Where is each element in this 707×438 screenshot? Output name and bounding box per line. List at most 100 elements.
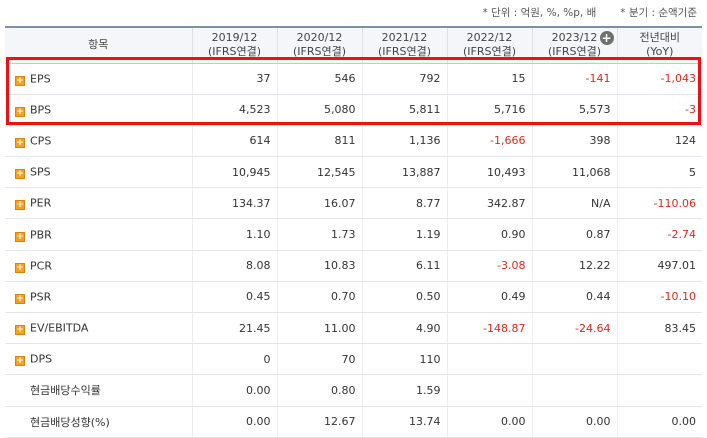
value-cell: 15: [446, 63, 532, 95]
value-cell: 342.87: [446, 187, 532, 220]
value-cell: -1,666: [446, 125, 532, 158]
value-cell: 0: [191, 343, 277, 376]
value-cell: -141: [531, 63, 617, 95]
value-cell: 1.10: [191, 218, 277, 251]
value-cell: [616, 374, 702, 407]
expand-row-icon[interactable]: +: [15, 169, 25, 180]
expand-row-icon[interactable]: +: [15, 137, 25, 148]
row-label-cell[interactable]: + CPS: [5, 125, 192, 158]
value-cell: 0.49: [446, 281, 532, 314]
header-year-2023: 2023/12 (IFRS연결) +: [531, 26, 617, 64]
value-cell: -3.08: [446, 250, 532, 282]
value-cell: 11.00: [276, 312, 362, 345]
row-label: EPS: [30, 72, 51, 86]
expand-row-icon[interactable]: +: [15, 293, 25, 304]
value-cell: 0.00: [191, 374, 277, 407]
table-row: + SPS 10,945 12,545 13,887 10,493 11,068 5: [5, 156, 702, 189]
table-row: + EPS 37 546 792 15 -141 -1,043: [5, 63, 702, 95]
value-cell: 0.80: [276, 374, 362, 407]
value-cell: 398: [531, 125, 617, 158]
value-cell: 8.77: [361, 187, 447, 220]
expand-row-icon[interactable]: +: [15, 231, 25, 242]
value-cell: 10,493: [446, 156, 532, 189]
value-cell: 497.01: [616, 250, 702, 282]
header-year-2019: 2019/12 (IFRS연결): [191, 26, 277, 64]
row-label: SPS: [30, 165, 51, 179]
value-cell: [446, 343, 532, 376]
value-cell: 6.11: [361, 250, 447, 282]
table-header-row: 항목 2019/12 (IFRS연결) 2020/12 (IFRS연결) 2021/…: [5, 26, 702, 64]
value-cell: -2.74: [616, 218, 702, 251]
table-row: + PCR 8.08 10.83 6.11 -3.08 12.22 497.01: [5, 250, 702, 282]
table-row: + BPS 4,523 5,080 5,811 5,716 5,573 -3: [5, 94, 702, 126]
table-row: + PBR 1.10 1.73 1.19 0.90 0.87 -2.74: [5, 218, 702, 251]
expand-columns-icon[interactable]: +: [599, 31, 614, 45]
value-cell: 134.37: [191, 187, 277, 220]
value-cell: 1.73: [276, 218, 362, 251]
value-cell: 13,887: [361, 156, 447, 189]
row-label: 현금배당성향(%): [30, 415, 110, 429]
value-cell: 0.00: [191, 406, 277, 438]
row-label: 현금배당수익률: [30, 384, 101, 398]
value-cell: 0.87: [531, 218, 617, 251]
value-cell: 12.22: [531, 250, 617, 282]
row-label: DPS: [30, 352, 53, 366]
value-cell: 5,811: [361, 94, 447, 126]
financial-ratio-table: 항목 2019/12 (IFRS연결) 2020/12 (IFRS연결) 2021/…: [5, 26, 702, 438]
value-cell: 1.59: [361, 374, 447, 407]
header-item: 항목: [5, 26, 192, 64]
value-cell: 8.08: [191, 250, 277, 282]
row-label-cell[interactable]: + EV/EBITDA: [5, 312, 192, 345]
row-label: PCR: [30, 259, 52, 273]
value-cell: 792: [361, 63, 447, 95]
value-cell: 10.83: [276, 250, 362, 282]
header-year-2022: 2022/12 (IFRS연결): [446, 26, 532, 64]
value-cell: [531, 374, 617, 407]
header-year-2020: 2020/12 (IFRS연결): [276, 26, 362, 64]
row-label-cell: 현금배당수익률: [5, 374, 192, 407]
row-label: PBR: [30, 228, 52, 242]
value-cell: [531, 343, 617, 376]
value-cell: N/A: [531, 187, 617, 220]
value-cell: 0.50: [361, 281, 447, 314]
row-label: BPS: [30, 103, 52, 117]
row-label-cell[interactable]: + PBR: [5, 218, 192, 251]
row-label-cell[interactable]: + PER: [5, 187, 192, 220]
value-cell: 13.74: [361, 406, 447, 438]
expand-row-icon[interactable]: +: [15, 325, 25, 336]
table-body: + EPS 37 546 792 15 -141 -1,043 + BPS 4,523 5,080 5,…: [5, 63, 702, 438]
expand-row-icon[interactable]: +: [15, 75, 25, 86]
table-row: 현금배당수익률 0.00 0.80 1.59: [5, 374, 702, 407]
row-label-cell[interactable]: + PCR: [5, 250, 192, 282]
value-cell: [616, 343, 702, 376]
row-label-cell[interactable]: + DPS: [5, 343, 192, 376]
table-row: + EV/EBITDA 21.45 11.00 4.90 -148.87 -24.64 83.…: [5, 312, 702, 345]
value-cell: 546: [276, 63, 362, 95]
row-label-cell[interactable]: + BPS: [5, 94, 192, 126]
value-cell: 21.45: [191, 312, 277, 345]
value-cell: -3: [616, 94, 702, 126]
value-cell: 0.00: [531, 406, 617, 438]
row-label: PSR: [30, 290, 52, 304]
quarter-basis-note: * 분기 : 순액기준: [620, 7, 697, 19]
value-cell: 5,573: [531, 94, 617, 126]
value-cell: 0.90: [446, 218, 532, 251]
row-label-cell[interactable]: + EPS: [5, 63, 192, 95]
value-cell: -110.06: [616, 187, 702, 220]
value-cell: 614: [191, 125, 277, 158]
value-cell: 4.90: [361, 312, 447, 345]
row-label-cell[interactable]: + SPS: [5, 156, 192, 189]
table-row: 현금배당성향(%) 0.00 12.67 13.74 0.00 0.00 0.00: [5, 406, 702, 438]
row-label-cell[interactable]: + PSR: [5, 281, 192, 314]
header-year-2021: 2021/12 (IFRS연결): [361, 26, 447, 64]
value-cell: 4,523: [191, 94, 277, 126]
header-yoy: 전년대비 (YoY): [616, 26, 702, 64]
value-cell: -1,043: [616, 63, 702, 95]
expand-row-icon[interactable]: +: [15, 356, 25, 367]
row-label: PER: [30, 196, 52, 210]
expand-row-icon[interactable]: +: [15, 106, 25, 117]
value-cell: 5: [616, 156, 702, 189]
expand-row-icon[interactable]: +: [15, 262, 25, 273]
expand-row-icon[interactable]: +: [15, 200, 25, 211]
value-cell: 70: [276, 343, 362, 376]
